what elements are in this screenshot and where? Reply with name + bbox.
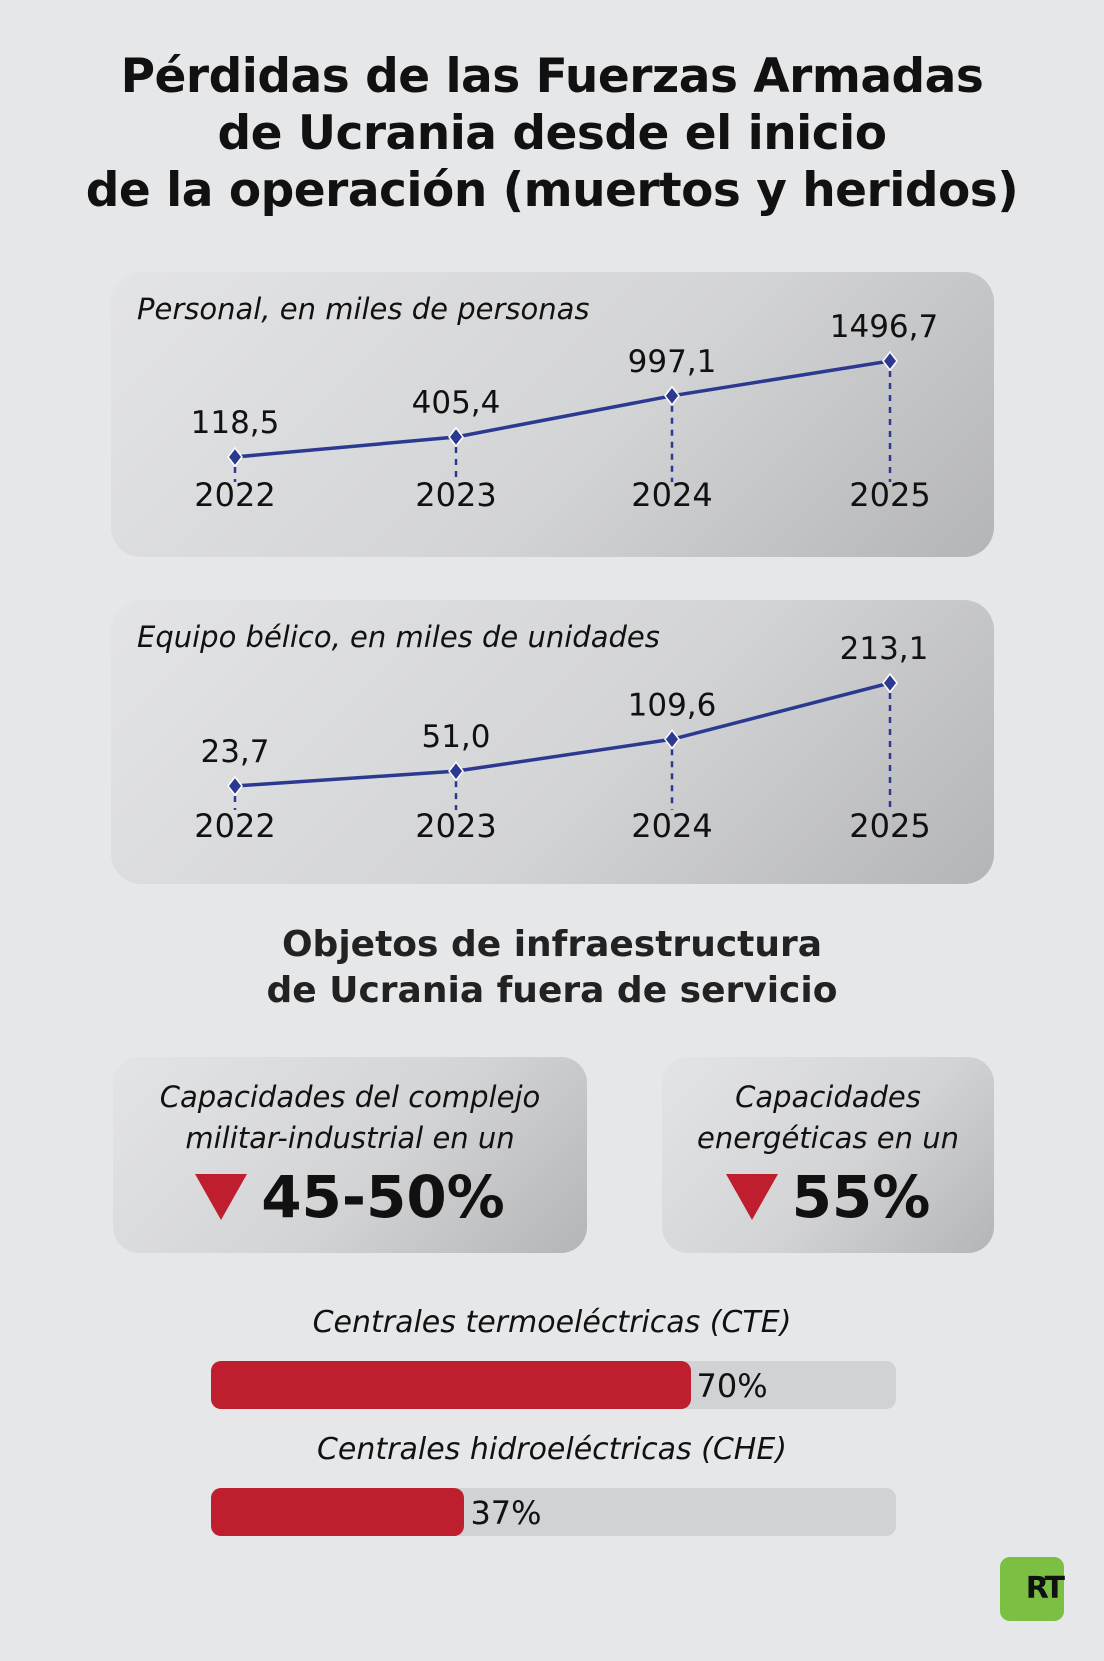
- data-label: 405,4: [412, 385, 501, 421]
- military-industrial-box: Capacidades del complejo militar-industri…: [113, 1057, 587, 1253]
- infrastructure-heading: Objetos de infraestructura de Ucrania fu…: [0, 922, 1104, 1014]
- chart-title: Personal, en miles de personas: [137, 292, 590, 326]
- subtitle-line: de Ucrania fuera de servicio: [266, 970, 838, 1011]
- data-point: [227, 775, 243, 797]
- box-value: 55%: [791, 1163, 931, 1231]
- data-point: [882, 350, 898, 372]
- data-label: 23,7: [200, 734, 269, 770]
- chart-title: Equipo bélico, en miles de unidades: [137, 620, 660, 654]
- data-label: 51,0: [421, 719, 490, 755]
- subtitle-line: Objetos de infraestructura: [281, 924, 823, 965]
- box-value: 45-50%: [261, 1163, 505, 1231]
- year-tick-label: 2022: [194, 807, 275, 845]
- box-label: energéticas en un: [697, 1121, 959, 1155]
- bar-che: 37%: [211, 1488, 896, 1536]
- rt-logo: RT: [1000, 1557, 1065, 1621]
- chart-svg: 118,5 2022 405,4 2023 997,1 2024 1496,7 2025: [191, 309, 939, 514]
- data-label: 109,6: [628, 687, 717, 723]
- bar-label-cte: Centrales termoeléctricas (CTE): [312, 1305, 792, 1340]
- series-line: [234, 359, 891, 459]
- box-label: Capacidades del complejo: [159, 1080, 541, 1114]
- down-triangle-icon: [725, 1174, 778, 1220]
- series-line: [234, 681, 891, 788]
- title-line: de Ucrania desde el inicio: [217, 106, 887, 161]
- bar-fill: [211, 1361, 691, 1409]
- title-line: Pérdidas de las Fuerzas Armadas: [120, 49, 984, 104]
- year-tick-label: 2024: [631, 476, 712, 514]
- equipment-chart: Equipo bélico, en miles de unidades 23,7…: [111, 600, 994, 884]
- bar-value: 70%: [696, 1367, 768, 1405]
- year-tick-label: 2023: [415, 807, 496, 845]
- year-tick-label: 2022: [194, 476, 275, 514]
- data-point: [664, 729, 680, 750]
- data-point: [448, 426, 464, 448]
- box-label: militar-industrial en un: [185, 1121, 515, 1155]
- bar-cte: 70%: [211, 1361, 896, 1409]
- year-tick-label: 2025: [849, 476, 930, 514]
- page-title: Pérdidas de las Fuerzas Armadas de Ucran…: [0, 48, 1104, 219]
- energy-box: Capacidades energéticas en un 55%: [662, 1057, 994, 1253]
- down-triangle-icon: [195, 1174, 248, 1220]
- personnel-chart: Personal, en miles de personas 118,5 2022…: [111, 272, 994, 557]
- data-point: [664, 385, 680, 407]
- year-tick-label: 2025: [849, 807, 930, 845]
- data-label: 213,1: [840, 631, 929, 667]
- box-label: Capacidades: [735, 1080, 921, 1114]
- bar-label-che: Centrales hidroeléctricas (CHE): [316, 1432, 788, 1467]
- data-point: [227, 446, 243, 468]
- year-tick-label: 2023: [415, 476, 496, 514]
- chart-svg: 23,7 2022 51,0 2023 109,6 2024 213,1 2025: [194, 631, 930, 845]
- data-label: 1496,7: [830, 309, 938, 345]
- bar-value: 37%: [470, 1494, 542, 1532]
- title-line: de la operación (muertos y heridos): [85, 163, 1019, 218]
- bar-fill: [211, 1488, 465, 1536]
- data-point: [882, 672, 898, 694]
- data-label: 997,1: [628, 344, 717, 380]
- year-tick-label: 2024: [631, 807, 712, 845]
- data-point: [448, 760, 464, 782]
- data-label: 118,5: [191, 405, 280, 441]
